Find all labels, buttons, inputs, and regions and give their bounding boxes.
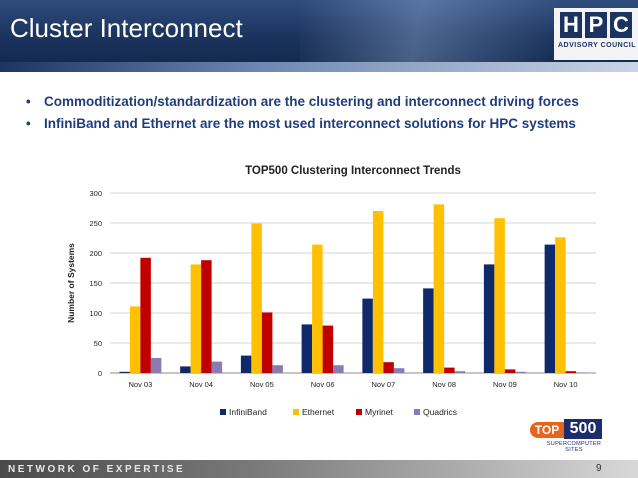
- header-accent-bar: [0, 62, 638, 72]
- y-tick-label: 100: [89, 309, 102, 318]
- bar-infiniband: [544, 244, 556, 373]
- bar-myrinet: [504, 369, 516, 373]
- slide-header: Cluster Interconnect H P C ADVISORY COUN…: [0, 0, 638, 62]
- bar-myrinet: [444, 367, 455, 373]
- y-tick-label: 300: [89, 189, 102, 198]
- x-tick-label: Nov 08: [432, 380, 456, 389]
- chart-title: TOP500 Clustering Interconnect Trends: [245, 165, 461, 177]
- x-tick-label: Nov 09: [493, 380, 517, 389]
- hpc-letters: H P C: [560, 12, 632, 38]
- y-tick-label: 250: [89, 219, 102, 228]
- slide-title: Cluster Interconnect: [10, 13, 243, 43]
- x-tick-label: Nov 03: [128, 380, 152, 389]
- legend-label-ethernet: Ethernet: [302, 407, 335, 417]
- bar-quadrics: [150, 358, 162, 373]
- legend-swatch-ethernet: [293, 409, 299, 415]
- x-tick-label: Nov 10: [554, 380, 578, 389]
- bullet-list: Commoditization/standardization are the …: [22, 94, 632, 138]
- bar-ethernet: [372, 211, 384, 373]
- bar-myrinet: [383, 362, 394, 373]
- bar-infiniband: [301, 324, 313, 373]
- hpc-letter-p: P: [585, 12, 607, 38]
- bar-infiniband: [362, 298, 373, 373]
- legend-swatch-myrinet: [356, 409, 362, 415]
- top500-logo: TOP 500 SUPERCOMPUTER SITES: [530, 419, 608, 453]
- hpc-letter-c: C: [610, 12, 632, 38]
- bullet-item: Commoditization/standardization are the …: [22, 94, 632, 109]
- bar-quadrics: [576, 372, 587, 373]
- y-tick-label: 50: [94, 339, 102, 348]
- header-highlight: [300, 0, 560, 62]
- bar-myrinet: [201, 260, 212, 373]
- footer-bar: [0, 460, 638, 478]
- bar-myrinet: [261, 312, 273, 373]
- footer-text: NETWORK OF EXPERTISE: [8, 464, 186, 475]
- bar-ethernet: [433, 204, 445, 373]
- legend-label-myrinet: Myrinet: [365, 407, 394, 417]
- bar-infiniband: [483, 264, 495, 373]
- x-tick-label: Nov 04: [189, 380, 213, 389]
- bar-infiniband: [119, 371, 130, 373]
- y-axis-label: Number of Systems: [66, 243, 76, 323]
- bar-quadrics: [454, 371, 466, 373]
- bar-ethernet: [190, 264, 202, 373]
- hpc-advisory-council-logo: H P C ADVISORY COUNCIL: [554, 8, 638, 60]
- logo-subtitle: ADVISORY COUNCIL: [558, 42, 637, 49]
- y-tick-label: 200: [89, 249, 102, 258]
- bar-ethernet: [251, 223, 262, 373]
- bar-ethernet: [494, 218, 505, 373]
- bar-quadrics: [333, 365, 344, 373]
- x-tick-label: Nov 07: [371, 380, 395, 389]
- hpc-letter-h: H: [560, 12, 582, 38]
- y-tick-label: 150: [89, 279, 102, 288]
- bar-quadrics: [393, 368, 405, 373]
- legend-label-quadrics: Quadrics: [423, 407, 457, 417]
- legend-swatch-infiniband: [220, 409, 226, 415]
- bar-infiniband: [180, 366, 191, 373]
- bar-quadrics: [211, 361, 223, 373]
- bar-quadrics: [272, 365, 283, 373]
- interconnect-trends-chart: TOP500 Clustering Interconnect Trends 0 50…: [66, 165, 596, 417]
- bar-ethernet: [555, 237, 566, 373]
- top500-logo-subtitle: SUPERCOMPUTER SITES: [546, 441, 602, 453]
- y-tick-label: 0: [98, 369, 102, 378]
- legend-swatch-quadrics: [414, 409, 420, 415]
- x-tick-label: Nov 05: [250, 380, 274, 389]
- bullet-item: InfiniBand and Ethernet are the most use…: [22, 116, 632, 131]
- legend-label-infiniband: InfiniBand: [229, 407, 267, 417]
- bar-ethernet: [129, 306, 141, 373]
- bar-infiniband: [423, 288, 434, 373]
- bar-myrinet: [565, 371, 577, 373]
- bar-infiniband: [240, 355, 252, 373]
- bar-ethernet: [312, 244, 323, 373]
- x-tick-label: Nov 06: [311, 380, 335, 389]
- top500-logo-top: TOP: [530, 422, 564, 438]
- bar-myrinet: [140, 257, 151, 373]
- bar-quadrics: [515, 371, 526, 373]
- page-number: 9: [596, 463, 602, 474]
- bar-myrinet: [322, 325, 334, 373]
- top500-logo-number: 500: [564, 419, 602, 439]
